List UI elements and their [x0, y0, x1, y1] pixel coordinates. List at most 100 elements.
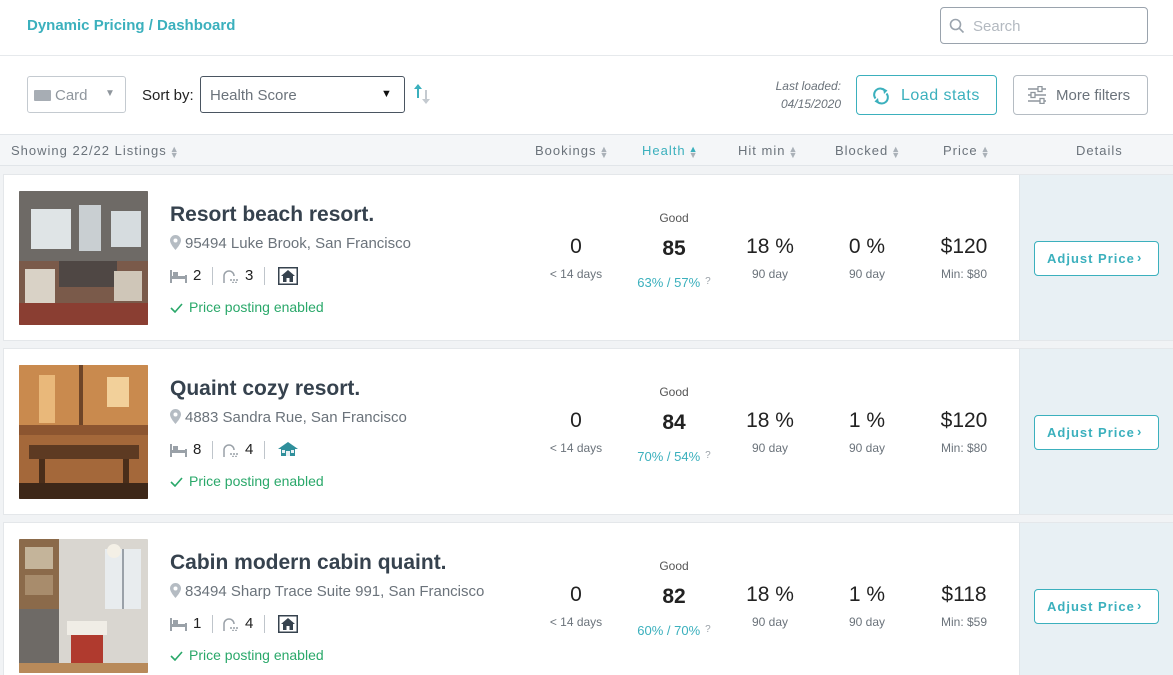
refresh-icon [873, 87, 889, 105]
adjust-price-button[interactable]: Adjust Price › [1034, 241, 1159, 276]
price-posting-text: Price posting enabled [189, 647, 324, 663]
blocked-metric: 0 % 90 day [827, 235, 907, 281]
listing-title[interactable]: Cabin modern cabin quaint. [170, 551, 447, 574]
chevron-right-icon: › [1137, 250, 1143, 265]
listing-photo[interactable] [19, 191, 148, 325]
sort-icon: ▲ ▼ [980, 143, 991, 160]
last-loaded: Last loaded: 04/15/2020 [760, 77, 841, 113]
health-percent-text: 60% / 70% [637, 623, 701, 638]
listing-address: 4883 Sandra Rue, San Francisco [170, 409, 407, 426]
listing-card[interactable]: Cabin modern cabin quaint. 83494 Sharp T… [3, 522, 1173, 675]
view-mode-select[interactable]: Card ▼ [27, 76, 126, 113]
hit-min-value: 18 % [746, 409, 794, 432]
help-icon[interactable]: ? [705, 450, 711, 461]
blocked-sublabel: 90 day [848, 441, 886, 455]
bed-icon [170, 270, 187, 283]
listing-address-text: 83494 Sharp Trace Suite 991, San Francis… [185, 583, 485, 600]
listing-card[interactable]: Quaint cozy resort. 4883 Sandra Rue, San… [3, 348, 1173, 515]
bookings-sublabel: < 14 days [549, 615, 603, 629]
health-percent: 70% / 54%? [619, 449, 729, 464]
health-label: Good [659, 211, 689, 225]
col-bookings[interactable]: Bookings ▲ ▼ [535, 143, 610, 160]
location-pin-icon [170, 583, 181, 598]
location-pin-icon [170, 235, 181, 250]
sort-direction-icon[interactable] [412, 82, 432, 106]
toolbar: Card ▼ Sort by: Health Score ▼ Last load… [0, 56, 1173, 134]
sort-icon: ▲ ▼ [891, 143, 902, 160]
bath-count: 4 [245, 441, 254, 458]
sort-icon: ▲ ▼ [599, 143, 610, 160]
col-details-label: Details [1076, 143, 1123, 158]
view-mode-value: Card [55, 87, 88, 104]
bed-count: 8 [193, 441, 202, 458]
health-score: 85 [662, 237, 686, 260]
adjust-price-button[interactable]: Adjust Price › [1034, 589, 1159, 624]
blocked-value: 1 % [848, 583, 886, 606]
help-icon[interactable]: ? [705, 624, 711, 635]
check-icon [170, 477, 183, 488]
bed-icon [170, 618, 187, 631]
adjust-price-label: Adjust Price [1047, 599, 1135, 614]
bed-count: 1 [193, 615, 202, 632]
col-health[interactable]: Health ▲ ▼ [642, 143, 699, 160]
listing-address-text: 95494 Luke Brook, San Francisco [185, 235, 411, 252]
shower-icon [223, 270, 238, 283]
hit-min-sublabel: 90 day [751, 441, 789, 455]
col-price[interactable]: Price ▲ ▼ [943, 143, 991, 160]
price-posting-text: Price posting enabled [189, 299, 324, 315]
adjust-price-button[interactable]: Adjust Price › [1034, 415, 1159, 450]
health-score: 82 [662, 585, 686, 608]
hit-min-metric: 18 % 90 day [730, 583, 810, 629]
price-metric: $118 Min: $59 [924, 583, 1004, 629]
hit-min-sublabel: 90 day [751, 615, 789, 629]
check-icon [170, 651, 183, 662]
bookings-value: 0 [570, 235, 582, 258]
hit-min-metric: 18 % 90 day [730, 409, 810, 455]
listing-title[interactable]: Quaint cozy resort. [170, 377, 361, 400]
bookings-sublabel: < 14 days [549, 267, 603, 281]
chevron-right-icon: › [1137, 598, 1143, 613]
listing-address-text: 4883 Sandra Rue, San Francisco [185, 409, 407, 426]
col-blocked-label: Blocked [835, 143, 889, 158]
search-input[interactable] [973, 16, 1138, 36]
hit-min-metric: 18 % 90 day [730, 235, 810, 281]
listing-card[interactable]: Resort beach resort. 95494 Luke Brook, S… [3, 174, 1173, 341]
sort-icon: ▲ ▼ [169, 143, 180, 160]
col-health-label: Health [642, 143, 686, 158]
listing-address: 95494 Luke Brook, San Francisco [170, 235, 411, 252]
col-hit-min[interactable]: Hit min ▲ ▼ [738, 143, 799, 160]
load-stats-button[interactable]: Load stats [856, 75, 997, 115]
check-icon [170, 303, 183, 314]
sort-by-label: Sort by: [142, 87, 194, 104]
divider [212, 615, 213, 633]
bookings-value: 0 [570, 583, 582, 606]
health-percent-text: 63% / 57% [637, 275, 701, 290]
hit-min-value: 18 % [746, 583, 794, 606]
bed-icon [170, 444, 187, 457]
col-details: Details [1076, 143, 1123, 158]
listing-photo[interactable] [19, 365, 148, 499]
price-posting-status: Price posting enabled [170, 647, 324, 663]
col-showing[interactable]: Showing 22/22 Listings ▲ ▼ [11, 143, 180, 160]
divider [212, 267, 213, 285]
bookings-metric: 0 < 14 days [536, 409, 616, 455]
villa-icon [278, 442, 298, 456]
sort-select[interactable]: Health Score ▼ [200, 76, 405, 113]
breadcrumb[interactable]: Dynamic Pricing / Dashboard [27, 17, 236, 34]
search-box[interactable] [940, 7, 1148, 44]
col-blocked[interactable]: Blocked ▲ ▼ [835, 143, 902, 160]
listing-photo[interactable] [19, 539, 148, 673]
bookings-sublabel: < 14 days [549, 441, 603, 455]
help-icon[interactable]: ? [705, 276, 711, 287]
sliders-icon [1028, 86, 1046, 104]
sort-icon: ▲ ▼ [688, 143, 699, 160]
more-filters-button[interactable]: More filters [1013, 75, 1148, 115]
listing-title[interactable]: Resort beach resort. [170, 203, 375, 226]
divider [264, 615, 265, 633]
last-loaded-date: 04/15/2020 [780, 97, 841, 111]
sort-icon: ▲ ▼ [788, 143, 799, 160]
divider [212, 441, 213, 459]
price-value: $120 [940, 235, 988, 258]
house-icon [278, 267, 298, 285]
price-metric: $120 Min: $80 [924, 409, 1004, 455]
